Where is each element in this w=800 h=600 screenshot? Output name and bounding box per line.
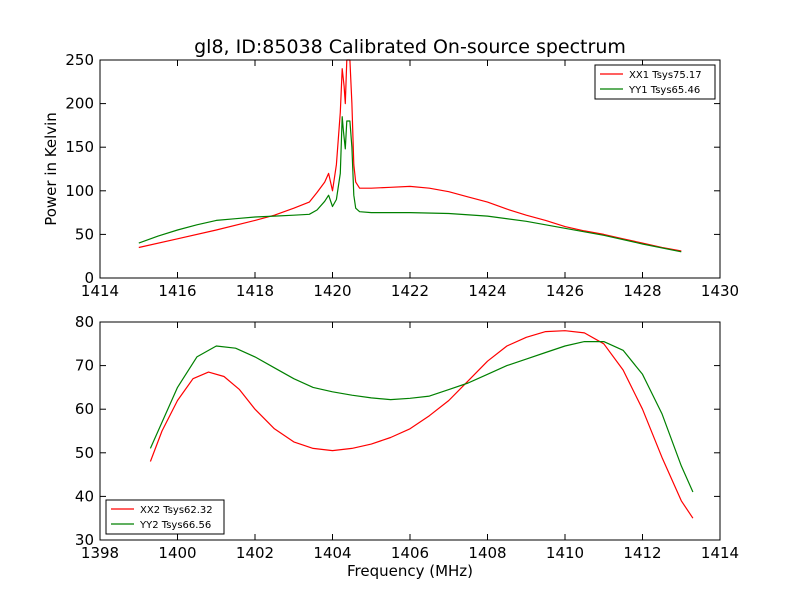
bottom-x-axis-label: Frequency (MHz) [347, 562, 473, 580]
top-legend-box [594, 64, 716, 100]
bottom-x-tick-label: 1406 [391, 544, 429, 562]
bottom-x-tick-label: 1414 [701, 544, 739, 562]
top-x-tick-label: 1414 [81, 282, 119, 300]
top-y-tick-label: 200 [65, 95, 94, 113]
top-chart-lines [138, 59, 682, 253]
top-y-axis-label: Power in Kelvin [42, 112, 60, 226]
bottom-y-tick-label: 50 [75, 444, 94, 462]
bottom-x-ticks: 1398 1400 1402 1404 1406 1408 1410 1412 1414 [81, 322, 739, 562]
top-x-tick-label: 1426 [546, 282, 584, 300]
bottom-x-tick-label: 1410 [546, 544, 584, 562]
top-series-line-2 [138, 116, 682, 253]
top-chart-title: gl8, ID:85038 Calibrated On-source spect… [194, 36, 626, 58]
top-legend: XX1 Tsys75.17 YY1 Tsys65.46 [594, 64, 716, 100]
top-x-tick-label: 1420 [313, 282, 351, 300]
top-x-tick-label: 1428 [623, 282, 661, 300]
top-x-tick-label: 1430 [701, 282, 739, 300]
top-x-tick-label: 1418 [236, 282, 274, 300]
bottom-chart-lines [149, 330, 694, 519]
top-y-tick-label: 0 [84, 269, 94, 287]
bottom-y-ticks: 30 40 50 60 70 80 [75, 313, 720, 549]
bottom-x-tick-label: 1404 [313, 544, 351, 562]
top-legend-label-xx1: XX1 Tsys75.17 [629, 70, 702, 81]
top-x-ticks: 1414 1416 1418 1420 1422 1424 1426 1428 1430 [81, 60, 739, 300]
top-y-ticks: 0 50 100 150 200 250 [65, 51, 720, 287]
top-x-tick-label: 1416 [158, 282, 196, 300]
top-y-tick-label: 250 [65, 51, 94, 69]
top-x-tick-label: 1424 [468, 282, 506, 300]
top-y-tick-label: 150 [65, 138, 94, 156]
bottom-x-tick-label: 1398 [81, 544, 119, 562]
bottom-y-tick-label: 80 [75, 313, 94, 331]
bottom-y-tick-label: 70 [75, 357, 94, 375]
bottom-series-line-1 [149, 330, 694, 519]
bottom-x-tick-label: 1412 [623, 544, 661, 562]
top-series-line-1 [138, 59, 682, 252]
bottom-series-line-2 [149, 341, 694, 493]
bottom-legend-label-xx2: XX2 Tsys62.32 [140, 505, 213, 516]
bottom-legend-box [105, 499, 225, 535]
bottom-x-tick-label: 1402 [236, 544, 274, 562]
bottom-y-tick-label: 40 [75, 487, 94, 505]
bottom-chart: 1398 1400 1402 1404 1406 1408 1410 1412 1414 30 4… [75, 313, 739, 580]
top-y-tick-label: 100 [65, 182, 94, 200]
top-x-tick-label: 1422 [391, 282, 429, 300]
bottom-x-tick-label: 1400 [158, 544, 196, 562]
top-y-tick-label: 50 [75, 225, 94, 243]
bottom-y-tick-label: 30 [75, 531, 94, 549]
top-legend-label-yy1: YY1 Tsys65.46 [628, 85, 700, 96]
top-chart: gl8, ID:85038 Calibrated On-source spect… [42, 36, 739, 300]
bottom-x-tick-label: 1408 [468, 544, 506, 562]
bottom-legend: XX2 Tsys62.32 YY2 Tsys66.56 [105, 499, 225, 535]
bottom-legend-label-yy2: YY2 Tsys66.56 [139, 520, 211, 531]
bottom-y-tick-label: 60 [75, 400, 94, 418]
